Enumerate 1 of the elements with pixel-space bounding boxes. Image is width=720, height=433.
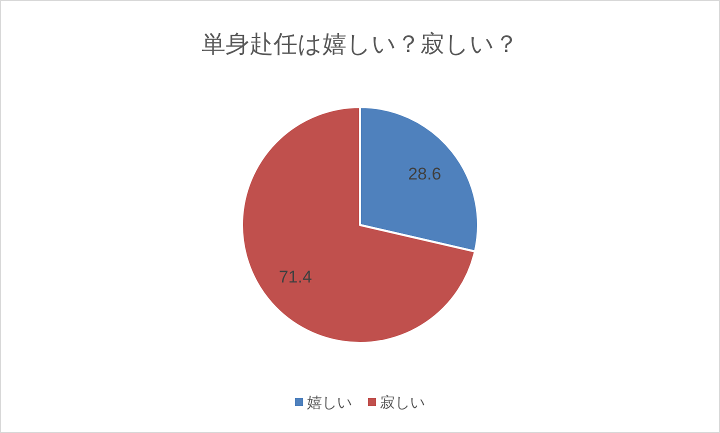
title: 単身赴任は嬉しい？寂しい？ [202, 31, 518, 58]
